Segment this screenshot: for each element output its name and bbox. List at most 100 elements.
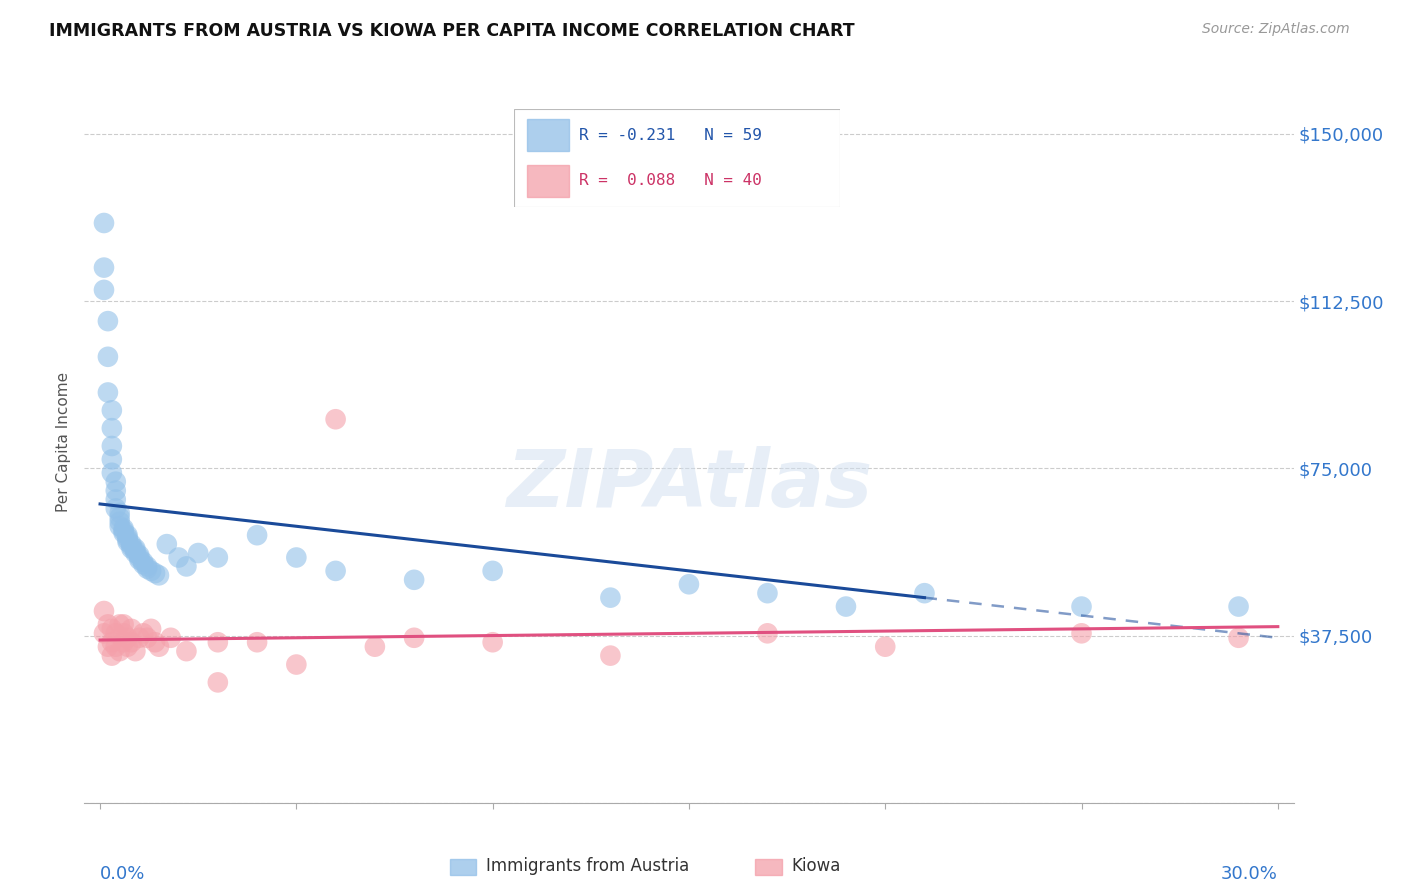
Point bbox=[121, 635, 143, 649]
Point bbox=[112, 617, 135, 632]
Point bbox=[207, 635, 229, 649]
Point bbox=[97, 385, 120, 400]
Point bbox=[97, 314, 120, 328]
Point bbox=[176, 559, 198, 574]
Point bbox=[835, 599, 858, 614]
Point bbox=[481, 564, 503, 578]
Point bbox=[112, 626, 135, 640]
Point bbox=[112, 525, 135, 540]
Point bbox=[404, 631, 426, 645]
Point bbox=[156, 537, 179, 551]
Point bbox=[599, 648, 621, 663]
Point bbox=[93, 260, 115, 275]
Point bbox=[187, 546, 209, 560]
Point bbox=[1227, 599, 1250, 614]
Point bbox=[104, 492, 127, 507]
Point bbox=[143, 566, 166, 581]
Point bbox=[108, 617, 131, 632]
Point bbox=[756, 626, 779, 640]
Point bbox=[117, 528, 139, 542]
Text: Immigrants from Austria: Immigrants from Austria bbox=[486, 857, 689, 875]
Point bbox=[112, 521, 135, 535]
Point bbox=[128, 552, 150, 567]
Point bbox=[176, 644, 198, 658]
Point bbox=[148, 568, 170, 582]
Point bbox=[207, 675, 229, 690]
Point bbox=[1070, 626, 1092, 640]
Point bbox=[285, 657, 308, 672]
Point bbox=[117, 631, 139, 645]
Point bbox=[97, 640, 120, 654]
Point bbox=[97, 617, 120, 632]
Point bbox=[1070, 599, 1092, 614]
Point bbox=[875, 640, 897, 654]
Point bbox=[101, 622, 124, 636]
Point bbox=[121, 541, 143, 556]
Point bbox=[678, 577, 700, 591]
Text: 30.0%: 30.0% bbox=[1220, 865, 1278, 883]
Point bbox=[132, 555, 155, 569]
Point bbox=[207, 550, 229, 565]
Point bbox=[117, 533, 139, 547]
Point bbox=[101, 452, 124, 467]
Point bbox=[101, 403, 124, 417]
Point bbox=[117, 534, 139, 549]
Point bbox=[104, 475, 127, 489]
Point bbox=[104, 483, 127, 498]
Point bbox=[93, 216, 115, 230]
Point bbox=[101, 439, 124, 453]
Point bbox=[599, 591, 621, 605]
Point bbox=[124, 546, 146, 560]
Point bbox=[108, 644, 131, 658]
Text: ZIPAtlas: ZIPAtlas bbox=[506, 446, 872, 524]
Point bbox=[136, 559, 159, 574]
Point bbox=[139, 622, 162, 636]
Point bbox=[108, 506, 131, 520]
Point bbox=[97, 350, 120, 364]
Point bbox=[121, 537, 143, 551]
Point bbox=[246, 635, 269, 649]
Text: Source: ZipAtlas.com: Source: ZipAtlas.com bbox=[1202, 22, 1350, 37]
Point bbox=[108, 515, 131, 529]
Point bbox=[246, 528, 269, 542]
Point bbox=[404, 573, 426, 587]
Point bbox=[101, 648, 124, 663]
Point bbox=[121, 622, 143, 636]
Point bbox=[132, 557, 155, 572]
Point bbox=[325, 564, 347, 578]
Point bbox=[128, 631, 150, 645]
Point bbox=[121, 539, 143, 553]
Point bbox=[112, 524, 135, 538]
Point bbox=[104, 626, 127, 640]
Point bbox=[104, 501, 127, 516]
Point bbox=[101, 421, 124, 435]
Point bbox=[124, 541, 146, 556]
Point bbox=[124, 644, 146, 658]
Point bbox=[481, 635, 503, 649]
Point bbox=[1227, 631, 1250, 645]
Point bbox=[112, 635, 135, 649]
Point bbox=[132, 626, 155, 640]
Text: 0.0%: 0.0% bbox=[100, 865, 145, 883]
Point bbox=[93, 604, 115, 618]
Point bbox=[148, 640, 170, 654]
Point bbox=[139, 564, 162, 578]
Point bbox=[108, 519, 131, 533]
Point bbox=[136, 562, 159, 576]
Y-axis label: Per Capita Income: Per Capita Income bbox=[56, 371, 72, 512]
Point bbox=[914, 586, 936, 600]
Point bbox=[93, 626, 115, 640]
Point bbox=[101, 635, 124, 649]
Point bbox=[117, 530, 139, 544]
Point bbox=[136, 631, 159, 645]
Point bbox=[93, 283, 115, 297]
Point bbox=[128, 548, 150, 563]
Text: Kiowa: Kiowa bbox=[792, 857, 841, 875]
Point bbox=[108, 510, 131, 524]
Text: IMMIGRANTS FROM AUSTRIA VS KIOWA PER CAPITA INCOME CORRELATION CHART: IMMIGRANTS FROM AUSTRIA VS KIOWA PER CAP… bbox=[49, 22, 855, 40]
Point bbox=[101, 466, 124, 480]
Bar bbox=[755, 859, 782, 875]
Point bbox=[756, 586, 779, 600]
Point bbox=[143, 635, 166, 649]
Point bbox=[159, 631, 181, 645]
